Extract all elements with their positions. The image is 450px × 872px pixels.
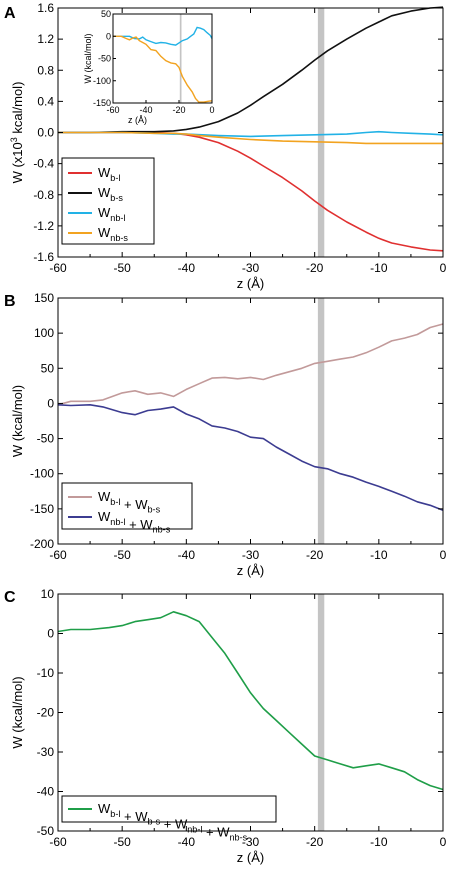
inset-x-tick-label: 0 <box>209 105 214 115</box>
y-tick-label: -200 <box>30 537 54 551</box>
inset-y-axis-label: W (kcal/mol) <box>83 34 93 84</box>
y-axis-label: W (kcal/mol) <box>10 676 25 748</box>
legend-entry: Wnb-s <box>98 225 128 243</box>
legend-entry: Wb-l + Wb-s + Wnb-l + Wnb-s <box>98 801 248 842</box>
inset-y-tick-label: -100 <box>93 76 111 86</box>
panel-B: -60 -50 -40 -30 -20 -10 0-200-150-100-50050100… <box>4 291 447 578</box>
series-line-nb-s <box>58 131 443 145</box>
legend-entry: Wnb-l <box>98 205 125 223</box>
x-tick-label: -10 <box>370 835 388 849</box>
x-tick-label: 0 <box>440 261 447 275</box>
y-tick-label: 150 <box>34 291 54 305</box>
y-tick-label: -0.8 <box>33 188 54 202</box>
inset-highlight-band <box>179 14 182 103</box>
x-tick-label: -30 <box>242 261 260 275</box>
inset: -60 -40 -20 0 -150 -100 -50 0 50 z (Å) W (kcal/mol… <box>83 9 215 125</box>
inset-y-tick-label: -150 <box>93 98 111 108</box>
y-tick-label: 1.6 <box>37 1 54 15</box>
plot-frame <box>57 593 444 832</box>
series-line-b-s <box>58 6 444 134</box>
panel-label: C <box>4 589 16 606</box>
y-tick-label: -50 <box>37 432 55 446</box>
x-tick-label: -60 <box>49 548 67 562</box>
series-line-nb-l-nb-s <box>57 403 444 512</box>
legend-box <box>61 795 277 823</box>
y-tick-label: -20 <box>37 706 55 720</box>
legend-entry: Wb-s <box>98 185 123 203</box>
x-tick-label: -40 <box>178 261 196 275</box>
series-line-b-l-b-s-nb-l-nb-s <box>57 610 444 791</box>
x-tick-label: -20 <box>306 261 324 275</box>
x-tick-label: -40 <box>178 548 196 562</box>
y-tick-label: 100 <box>34 326 54 340</box>
legend: Wb-l Wb-s Wnb-l Wnb-s <box>61 157 155 245</box>
highlight-band <box>317 8 325 257</box>
legend-entry: Wnb-l + Wnb-s <box>98 509 171 535</box>
y-tick-label: -30 <box>37 745 55 759</box>
legend-entry: Wb-l + Wb-s <box>98 489 161 515</box>
x-tick-label: 0 <box>440 548 447 562</box>
inset-y-tick-label: 50 <box>101 9 111 19</box>
y-tick-label: 0 <box>47 627 54 641</box>
inset-y-tick-label: 0 <box>106 31 111 41</box>
y-tick-label: -100 <box>30 467 54 481</box>
y-tick-label: -1.6 <box>33 250 54 264</box>
legend-box <box>61 482 193 530</box>
x-tick-label: -50 <box>113 835 131 849</box>
y-tick-label: 0.0 <box>37 126 54 140</box>
y-tick-label: -150 <box>30 502 54 516</box>
y-tick-label: 0.4 <box>37 94 54 108</box>
y-tick-label: 50 <box>41 361 55 375</box>
y-tick-label: 1.2 <box>37 32 54 46</box>
y-tick-label: 0 <box>47 396 54 410</box>
x-tick-label: -10 <box>370 548 388 562</box>
panel-A: -60 -50 -40 -30 -20 -10 0-1.6-1.2-0.8-0.40.00.… <box>4 1 447 291</box>
legend: Wb-l + Wb-s + Wnb-l + Wnb-s <box>61 795 277 842</box>
x-tick-label: -60 <box>49 835 67 849</box>
x-axis-label: z (Å) <box>237 563 264 578</box>
y-tick-label: 0.8 <box>37 63 54 77</box>
x-tick-label: -40 <box>178 835 196 849</box>
y-tick-label: 10 <box>41 587 55 601</box>
inset-x-tick-label: -60 <box>106 105 119 115</box>
inset-x-axis-label: z (Å) <box>128 115 147 125</box>
x-tick-label: -60 <box>49 261 67 275</box>
y-tick-label: -1.2 <box>33 219 54 233</box>
x-tick-label: -20 <box>306 835 324 849</box>
x-tick-label: 0 <box>440 835 447 849</box>
panel-label: B <box>4 293 16 310</box>
panel-label: A <box>4 5 16 22</box>
x-tick-label: -30 <box>242 548 260 562</box>
inset-x-tick-label: -40 <box>139 105 152 115</box>
inset-y-tick-label: -50 <box>98 54 111 64</box>
inset-x-tick-label: -20 <box>172 105 185 115</box>
highlight-band <box>317 298 325 544</box>
x-tick-label: -30 <box>242 835 260 849</box>
y-axis-label: W (x103 kcal/mol) <box>9 82 25 184</box>
x-tick-label: -50 <box>113 261 131 275</box>
x-tick-label: -50 <box>113 548 131 562</box>
y-tick-label: -50 <box>37 824 55 838</box>
y-tick-label: -0.4 <box>33 157 54 171</box>
x-axis-label: z (Å) <box>237 850 264 865</box>
series-line-b-l-b-s <box>57 323 444 406</box>
x-tick-label: -10 <box>370 261 388 275</box>
x-axis-label: z (Å) <box>237 276 264 291</box>
legend-entry: Wb-l <box>98 165 120 183</box>
inset-series-line-nb-s <box>113 35 213 103</box>
y-tick-label: -10 <box>37 666 55 680</box>
y-axis-label: W (kcal/mol) <box>10 385 25 457</box>
highlight-band <box>317 594 325 831</box>
y-tick-label: -40 <box>37 785 55 799</box>
x-tick-label: -20 <box>306 548 324 562</box>
